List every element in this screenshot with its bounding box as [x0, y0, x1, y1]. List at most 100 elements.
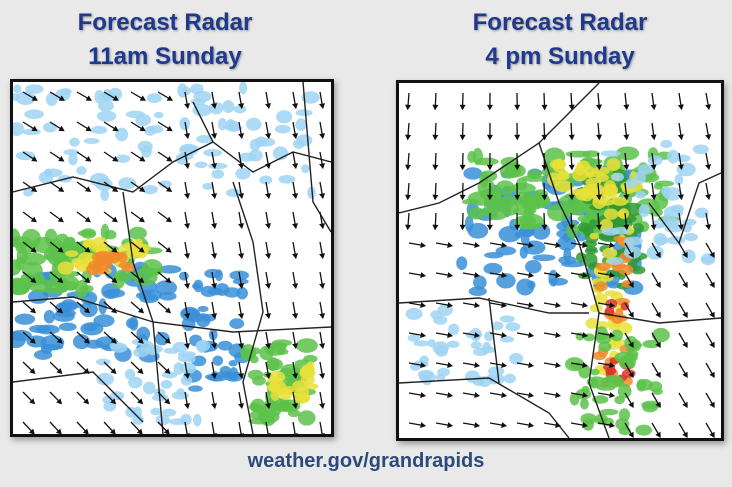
arrow-icon: [432, 92, 439, 111]
arrow-icon: [705, 212, 712, 231]
arrow-icon: [238, 241, 245, 260]
arrow-icon: [432, 152, 439, 171]
arrow-icon: [516, 302, 535, 309]
arrow-icon: [22, 361, 36, 375]
arrow-icon: [76, 301, 91, 314]
arrow-icon: [157, 331, 171, 344]
arrow-icon: [49, 151, 65, 162]
arrow-icon: [596, 152, 603, 171]
arrow-icon: [623, 152, 630, 171]
arrow-icon: [570, 302, 589, 309]
arrow-icon: [238, 181, 245, 200]
arrow-icon: [435, 422, 454, 429]
arrow-icon: [651, 242, 661, 259]
arrow-icon: [516, 332, 535, 339]
wind-vectors: [22, 91, 326, 434]
arrow-icon: [597, 302, 616, 309]
arrow-icon: [211, 301, 218, 320]
arrow-icon: [211, 121, 218, 140]
arrow-icon: [678, 242, 688, 259]
arrow-icon: [49, 301, 64, 314]
arrow-icon: [677, 182, 684, 201]
arrow-icon: [408, 362, 427, 369]
arrow-icon: [678, 362, 688, 379]
arrow-icon: [76, 181, 92, 192]
arrow-icon: [103, 211, 118, 223]
arrow-icon: [265, 91, 272, 110]
arrow-icon: [103, 241, 118, 253]
arrow-icon: [103, 121, 119, 132]
arrow-icon: [650, 182, 657, 201]
arrow-icon: [462, 362, 481, 369]
arrow-icon: [489, 422, 508, 429]
arrow-icon: [432, 182, 439, 201]
footer-url[interactable]: weather.gov/grandrapids: [247, 450, 485, 472]
arrow-icon: [514, 92, 521, 111]
arrow-icon: [130, 241, 145, 253]
arrow-icon: [184, 391, 191, 410]
arrow-icon: [541, 122, 548, 141]
arrow-icon: [543, 392, 562, 399]
arrow-icon: [49, 241, 64, 253]
arrow-icon: [543, 332, 562, 339]
arrow-icon: [184, 241, 191, 260]
arrow-icon: [678, 302, 688, 319]
arrow-icon: [265, 121, 272, 140]
arrow-icon: [238, 271, 245, 290]
arrow-icon: [624, 422, 634, 438]
arrow-icon: [103, 91, 119, 101]
arrow-icon: [677, 212, 684, 231]
arrow-icon: [211, 241, 218, 260]
arrow-icon: [677, 122, 684, 141]
arrow-icon: [265, 361, 272, 380]
left-title-line1: Forecast Radar: [77, 9, 253, 36]
arrow-icon: [265, 151, 272, 170]
radar-echoes: [405, 139, 716, 436]
arrow-icon: [319, 151, 326, 170]
arrow-icon: [462, 302, 481, 309]
arrow-icon: [570, 422, 589, 429]
arrow-icon: [650, 152, 657, 171]
arrow-icon: [211, 361, 218, 380]
arrow-icon: [597, 332, 616, 339]
arrow-icon: [319, 211, 326, 230]
arrow-icon: [319, 271, 326, 290]
arrow-icon: [49, 91, 65, 101]
arrow-icon: [103, 151, 119, 162]
arrow-icon: [211, 421, 218, 434]
arrow-icon: [596, 182, 603, 201]
arrow-icon: [408, 242, 427, 249]
arrow-icon: [678, 272, 688, 289]
arrow-icon: [211, 391, 218, 410]
radar-echoes: [13, 82, 320, 427]
arrow-icon: [623, 212, 630, 231]
arrow-icon: [130, 421, 143, 434]
arrow-icon: [184, 181, 191, 200]
arrow-icon: [292, 301, 299, 320]
arrow-icon: [22, 391, 36, 405]
arrow-icon: [624, 242, 634, 259]
arrow-icon: [319, 361, 326, 380]
arrow-icon: [49, 181, 65, 192]
arrow-icon: [516, 392, 535, 399]
arrow-icon: [597, 392, 616, 399]
arrow-icon: [543, 362, 562, 369]
arrow-icon: [514, 212, 521, 231]
arrow-icon: [489, 332, 508, 339]
arrow-icon: [238, 421, 245, 434]
arrow-icon: [49, 421, 62, 434]
arrow-icon: [596, 92, 603, 111]
arrow-icon: [459, 92, 466, 111]
arrow-icon: [319, 121, 326, 140]
arrow-icon: [624, 302, 634, 319]
arrow-icon: [292, 391, 299, 410]
right-title-line1: Forecast Radar: [472, 9, 648, 36]
arrow-icon: [435, 332, 454, 339]
arrow-icon: [76, 211, 91, 223]
arrow-icon: [651, 392, 661, 409]
arrow-icon: [651, 362, 661, 379]
arrow-icon: [543, 302, 562, 309]
arrow-icon: [157, 301, 172, 314]
arrow-icon: [76, 121, 92, 132]
arrow-icon: [319, 241, 326, 260]
